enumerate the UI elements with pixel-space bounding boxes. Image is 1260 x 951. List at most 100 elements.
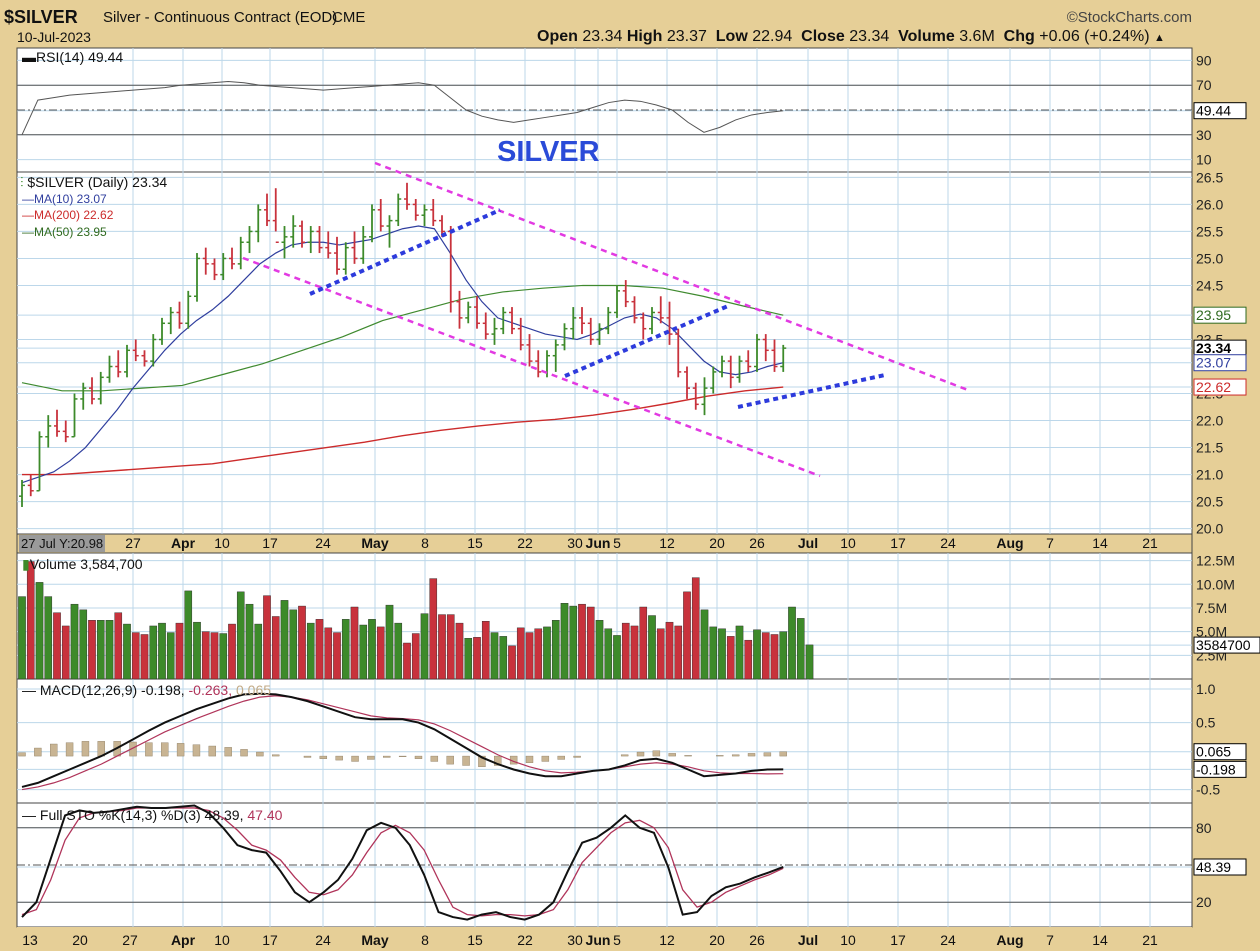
ohlc-bar xyxy=(719,355,725,378)
macd-histogram-bar xyxy=(303,755,312,758)
volume-bar xyxy=(726,636,735,680)
x-tick-label: Apr xyxy=(171,535,196,551)
ohlc-bar xyxy=(386,215,393,248)
high-value: 23.37 xyxy=(666,28,707,45)
ohlc-bar xyxy=(404,182,410,210)
price-legend: ⫶ $SILVER (Daily) 23.34 xyxy=(20,174,168,190)
ohlc-bar xyxy=(517,317,524,351)
volume-bar xyxy=(44,596,53,680)
ohlc-bar xyxy=(684,366,690,399)
volume-bar xyxy=(604,628,613,680)
volume-bar xyxy=(298,605,306,680)
ma200-line-icon: — xyxy=(22,208,34,222)
volume-bar xyxy=(333,632,341,680)
volume-axis-label: 3584700 xyxy=(1196,637,1251,653)
ma10-line xyxy=(21,225,784,484)
volume-bar xyxy=(280,600,289,680)
volume-bar xyxy=(70,603,79,680)
macd-legend: — MACD(12,26,9) -0.198, -0.263, 0.065 xyxy=(22,682,272,698)
macd-histogram-bar xyxy=(335,755,343,761)
ohlc-bar xyxy=(622,280,629,308)
bottom-x-tick-label: Apr xyxy=(171,932,196,948)
macd-histogram-bar xyxy=(763,752,772,757)
macd-histogram-bar xyxy=(367,755,375,760)
volume-label: Volume xyxy=(898,28,955,45)
ohlc-bar xyxy=(762,334,769,362)
volume-bar xyxy=(796,618,805,680)
macd-line xyxy=(21,692,784,788)
bottom-x-tick-label: 14 xyxy=(1092,932,1108,948)
x-tick-label: 26 xyxy=(749,535,765,551)
volume-bar xyxy=(639,606,648,680)
price-tag-box xyxy=(1193,743,1247,761)
panel-macd xyxy=(16,678,1193,804)
volume-bar xyxy=(429,578,438,680)
volume-bar xyxy=(551,620,560,680)
macd-histogram-bar xyxy=(747,753,756,757)
ohlc-bar xyxy=(290,215,297,248)
volume-bars-icon: ▮ xyxy=(22,556,30,572)
ohlc-bar xyxy=(692,382,699,410)
macd-histogram-bar xyxy=(478,755,486,768)
bottom-x-tick-label: Aug xyxy=(996,932,1023,948)
ohlc-bar xyxy=(649,307,655,335)
ohlc-bar xyxy=(509,307,515,335)
stockcharts-logo[interactable]: ©StockCharts.com xyxy=(1066,9,1192,26)
macd-histogram-bar xyxy=(557,755,565,760)
volume-bar xyxy=(543,626,551,680)
price-axis-label: 25.5 xyxy=(1196,223,1223,239)
macd-histogram-bar xyxy=(494,755,502,766)
price-tag-box xyxy=(1193,760,1247,778)
ohlc-bar xyxy=(185,290,192,329)
volume-bar xyxy=(140,634,149,680)
volume-bar xyxy=(508,645,516,680)
bottom-x-tick-label: 20 xyxy=(72,932,88,948)
x-tick-label: 10 xyxy=(840,535,856,551)
ma200-legend: —MA(200) 22.62 xyxy=(22,208,114,222)
volume-bar xyxy=(131,632,140,680)
close-label: Close xyxy=(801,28,845,45)
bottom-x-tick-label: 13 xyxy=(22,932,38,948)
volume-bar xyxy=(630,625,639,680)
macd-histogram-bar xyxy=(129,741,137,757)
bottom-x-tick-label: May xyxy=(361,932,388,948)
x-tick-label: 17 xyxy=(890,535,906,551)
ohlc-bar xyxy=(710,366,717,394)
volume-bar xyxy=(289,609,298,680)
macd-histogram-bar xyxy=(351,755,359,762)
volume-bar xyxy=(53,612,61,680)
volume-bar xyxy=(114,612,123,680)
sto-line-icon: — xyxy=(22,807,36,823)
volume-bar xyxy=(96,620,105,680)
volume-bar xyxy=(341,619,350,680)
volume-bar xyxy=(315,619,324,680)
ohlc-bar xyxy=(194,253,200,302)
price-tag-box xyxy=(1193,306,1247,324)
bottom-x-tick-label: 8 xyxy=(421,932,429,948)
volume-axis-label: 5.0M xyxy=(1196,624,1227,640)
ohlc-bar xyxy=(474,296,480,329)
macd-histogram-bar xyxy=(224,747,232,757)
low-value: 22.94 xyxy=(752,28,793,45)
macd-histogram-bar xyxy=(65,742,74,757)
volume-bar xyxy=(263,595,271,680)
volume-bar xyxy=(516,627,525,680)
x-tick-label: 17 xyxy=(262,535,278,551)
sto-d-legend: 47.40 xyxy=(247,807,283,823)
volume-bar xyxy=(175,622,184,680)
chg-value: +0.06 (+0.24%) xyxy=(1039,28,1150,45)
chg-up-arrow-icon: ▲ xyxy=(1153,32,1165,44)
price-tag-box xyxy=(1193,378,1247,396)
bottom-x-tick-label: 12 xyxy=(659,932,675,948)
volume-bar xyxy=(376,626,385,680)
volume-bar xyxy=(770,634,779,680)
ma50-line-icon: — xyxy=(22,225,34,239)
ohlc-bar xyxy=(351,231,358,264)
rsi-legend: ▬RSI(14) 49.44 xyxy=(22,49,124,65)
volume-bar xyxy=(394,622,403,680)
volume-bar xyxy=(761,632,770,680)
silver-annotation: SILVER xyxy=(497,136,600,168)
volume-bar xyxy=(368,619,376,680)
bottom-x-tick-label: Jul xyxy=(798,932,818,948)
